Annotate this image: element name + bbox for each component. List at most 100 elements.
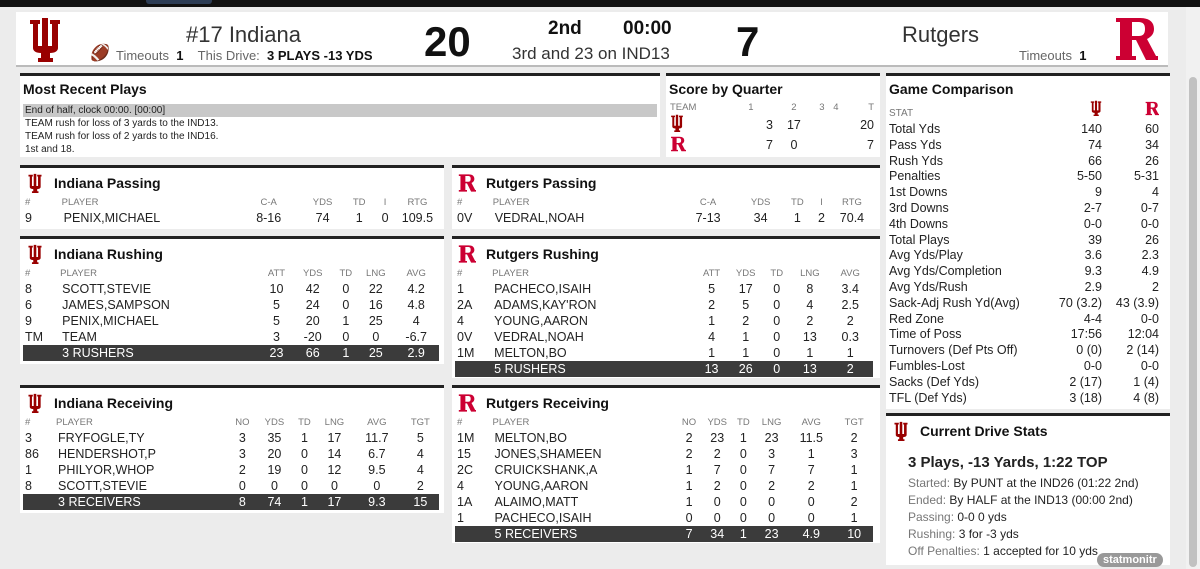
table-cell: 2 [713,479,721,493]
table-cell: 0 [330,479,338,493]
indiana-logo-icon [28,173,42,193]
comparison-row: Total Plays 39 26 [889,233,1161,249]
table-row: 1M MELTON,BO 1 1 0 1 1 [455,345,873,361]
table-cell: 11.7 [365,431,389,445]
table-cell: TEAM [62,330,97,344]
rutgers-receiving-table: # PLAYER NO YDS TD LNG AVG TGT 1M MELTON,BO 2 23 1 23… [455,416,873,542]
table-cell: 1 [850,463,858,477]
table-cell: SCOTT,STEVIE [62,282,152,296]
table-cell: 74 [315,211,330,225]
table-cell: 5 [742,298,750,312]
scoreboard: 🏈 #17 Indiana Timeouts 1 This Drive: 3 P… [16,12,1168,67]
table-cell: 0 [773,346,781,360]
table-cell: TM [25,330,44,344]
rutgers-stat-value: 34 [1145,137,1159,152]
indiana-passing-panel: Indiana Passing # PLAYER C-A YDS TD I RTG 9 PENI… [20,165,444,229]
table-row: 8 SCOTT,STEVIE 0 0 0 0 0 2 [23,478,439,494]
rutgers-stat-value: 4 (8) [1133,390,1159,405]
column-header: NO [681,417,697,428]
drive-line-value: By HALF at the IND13 (00:00 2nd) [949,493,1133,507]
game-comparison-panel: Game Comparison STAT Total Yds 140 60 Pass … [886,73,1170,409]
table-cell: 2 [416,479,424,493]
column-header: # [457,268,463,279]
home-score: 20 [424,18,471,65]
table-row: 2C CRUICKSHANK,A 1 7 0 7 7 1 [455,462,873,478]
table-cell: 1 [708,314,716,328]
rutgers-receiving-panel: Rutgers Receiving # PLAYER NO YDS TD LNG AVG TG… [452,385,880,543]
column-header: LNG [761,417,782,428]
comparison-row: 1st Downs 9 4 [889,185,1161,201]
table-cell: 2C [457,463,473,477]
vertical-scrollbar[interactable] [1186,7,1200,569]
table-cell: 3 [850,447,858,461]
indiana-stat-value: 17:56 [1070,327,1102,342]
comparison-row: Avg Yds/Rush 2.9 2 [889,280,1161,296]
statmonitr-logo[interactable]: statmonitr [1097,553,1163,567]
table-cell: 42 [305,282,320,296]
table-cell: 20 [267,447,282,461]
table-cell: YOUNG,AARON [494,314,588,328]
indiana-stat-value: 0 (0) [1076,343,1102,358]
game-clock: 00:00 [623,18,672,39]
table-row: 1 PACHECO,ISAIH 5 17 0 8 3.4 [455,281,873,297]
quarter-score [829,135,843,155]
table-cell: 3 [25,431,32,445]
total-row: 5 RUSHERS 13 26 0 13 2 [455,361,873,377]
table-cell: 2 [806,314,814,328]
indiana-stat-value: 4-4 [1083,311,1102,326]
total-cell: 8 [227,494,257,510]
total-row: 5 RECEIVERS 7 34 1 23 4.9 10 [455,526,873,542]
table-cell: 9 [25,314,32,328]
table-cell: 0 [739,463,747,477]
table-cell: 0 [739,447,747,461]
table-cell: PHILYOR,WHOP [58,463,155,477]
table-cell: 1 [355,211,363,225]
quarter-header: 3 [819,102,825,113]
column-header: C-A [699,197,717,208]
rutgers-logo-icon [671,136,687,151]
comparison-row: Sack-Adj Rush Yd(Avg) 70 (3.2) 43 (3.9) [889,296,1161,312]
table-row: 9 PENIX,MICHAEL 8-16 74 1 0 109.5 [23,210,439,226]
quarter-header: TEAM [670,102,697,113]
stat-name: Total Yds [889,122,941,136]
table-cell: 1 [850,511,858,525]
column-header: YDS [264,417,285,428]
table-cell: 86 [25,447,39,461]
total-cell: 66 [292,345,334,361]
rutgers-stat-value: 5-31 [1133,169,1159,184]
indiana-stat-value: 2 (17) [1069,374,1102,389]
table-cell: 0 [713,495,721,509]
table-cell: 2 [238,463,246,477]
this-drive-value: 3 PLAYS -13 YDS [267,48,373,63]
total-cell: 34 [703,526,731,542]
column-header: TD [737,417,750,428]
table-cell: 13 [802,330,817,344]
comparison-row: Pass Yds 74 34 [889,138,1161,154]
scrollbar-thumb[interactable] [1189,77,1197,567]
rutgers-stat-value: 2 (14) [1126,343,1159,358]
quarter-score [829,114,843,135]
table-cell: 9.5 [368,463,386,477]
score-by-quarter-panel: Score by Quarter TEAM 1 2 3 4 T 3 17 20 … [666,73,880,157]
table-cell: JONES,SHAMEEN [494,447,602,461]
table-cell: 19 [267,463,282,477]
play-item: TEAM rush for loss of 2 yards to the IND… [25,131,219,142]
play-item: End of half, clock 00:00. [00:00] [23,104,657,117]
table-cell: 2.5 [841,298,859,312]
column-header: # [25,268,31,279]
total-cell: 4.9 [787,526,836,542]
game-comparison-title: Game Comparison [889,81,1014,97]
total-cell [455,361,491,377]
stat-name: Avg Yds/Play [889,248,963,263]
window-top-bar [0,0,1200,7]
comparison-row: 3rd Downs 2-7 0-7 [889,201,1161,217]
rutgers-stat-value: 0-0 [1140,311,1159,326]
table-cell: 4 [457,314,464,328]
indiana-passing-header: Indiana Passing [26,173,161,193]
browser-tab[interactable] [146,0,212,4]
table-row: 1M MELTON,BO 2 23 1 23 11.5 2 [455,430,873,446]
rutgers-passing-table: # PLAYER C-A YDS TD I RTG 0V VEDRAL,NOAH 7-13 34 1 2… [455,196,873,226]
rutgers-stat-value: 2.3 [1141,248,1159,263]
table-cell: 1 [457,282,464,296]
indiana-receiving-header: Indiana Receiving [26,393,173,413]
